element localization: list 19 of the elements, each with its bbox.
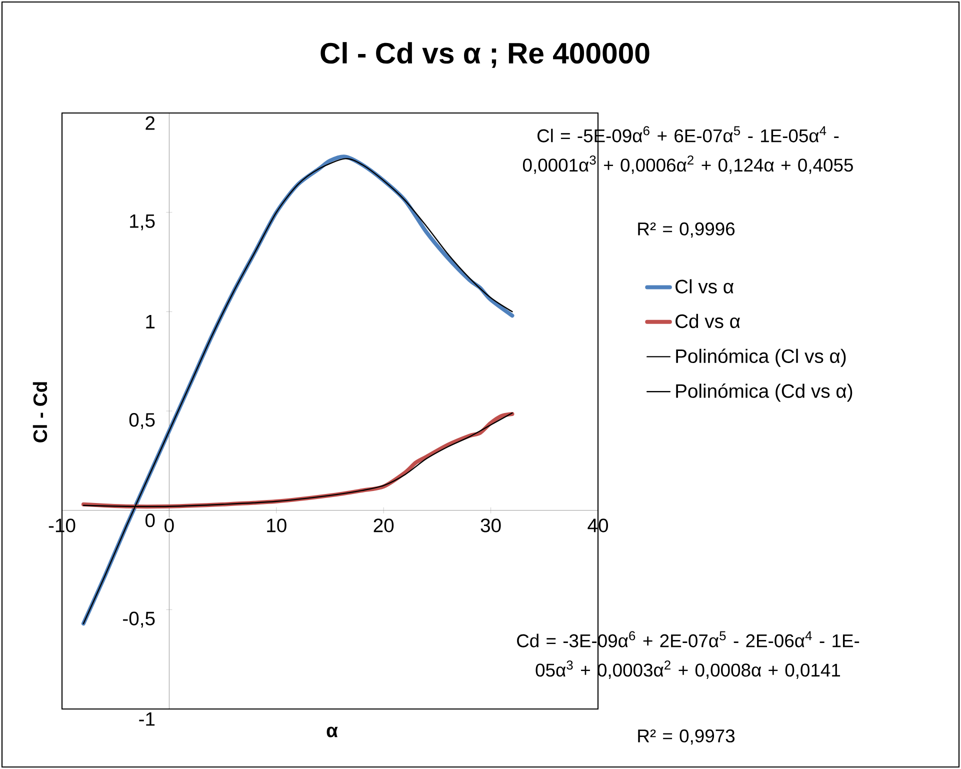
legend-label: Polinómica (Cd vs α) <box>676 383 852 402</box>
x-tick-label: 0 <box>164 518 174 532</box>
y-tick-label: 2 <box>146 116 155 130</box>
x-axis-title: α <box>326 726 338 738</box>
chart-title: Cl - Cd vs α ; Re 400000 <box>320 42 650 68</box>
y-tick-label: -1 <box>139 712 155 726</box>
y-tick-label: 0,5 <box>129 413 155 429</box>
legend-label: Cl vs α <box>676 279 734 294</box>
x-tick-label: 10 <box>267 518 286 532</box>
x-tick-label: 30 <box>480 518 501 532</box>
text: R² = 0,9996 <box>638 222 735 238</box>
x-tick-label: 20 <box>374 518 394 532</box>
y-tick-label: 1 <box>146 315 155 328</box>
y-axis-title: Cl - Cd <box>32 382 48 442</box>
y-tick-label: 1,5 <box>130 214 155 230</box>
legend-label: Polinómica (Cl vs α) <box>676 348 846 367</box>
legend-label: Cd vs α <box>676 314 740 328</box>
text: R² = 0,9973 <box>638 729 735 745</box>
y-tick-label: -0,5 <box>123 612 155 628</box>
